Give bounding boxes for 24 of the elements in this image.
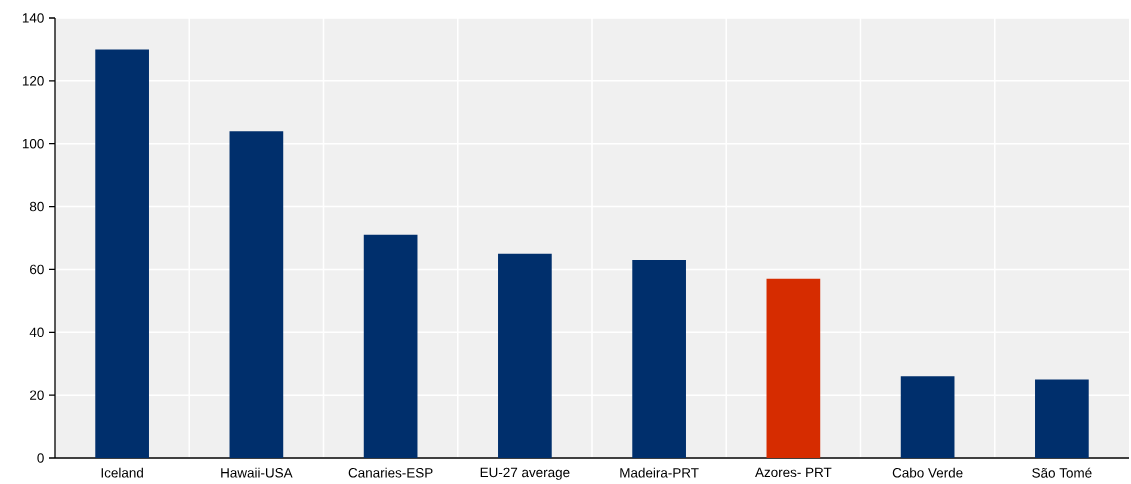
y-tick-label: 40 — [29, 327, 44, 337]
bar — [766, 278, 821, 458]
bar — [632, 259, 686, 458]
x-tick-label: Hawaii-USA — [221, 467, 293, 478]
x-tick-label: Iceland — [101, 467, 143, 478]
bar — [1035, 379, 1089, 458]
y-tick-label: 20 — [30, 390, 44, 400]
y-tick-label: 100 — [22, 138, 44, 149]
bar — [900, 376, 955, 458]
x-tick-label: São Tomé — [1032, 467, 1092, 478]
bar — [229, 130, 284, 458]
bar — [363, 234, 418, 458]
x-tick-label: Azores- PRT — [755, 467, 832, 477]
x-tick-label: Canaries-ESP — [348, 467, 433, 478]
y-tick-label: 0 — [37, 453, 44, 463]
y-tick-label: 60 — [30, 264, 44, 275]
y-tick-label: 120 — [22, 75, 44, 86]
x-tick-label: EU-27 average — [480, 467, 570, 480]
y-tick-label: 80 — [29, 201, 44, 212]
bar — [95, 49, 149, 458]
bar — [498, 253, 552, 458]
x-tick-label: Madeira-PRT — [620, 467, 699, 478]
y-tick-label: 140 — [22, 13, 44, 23]
x-tick-label: Cabo Verde — [892, 467, 963, 478]
